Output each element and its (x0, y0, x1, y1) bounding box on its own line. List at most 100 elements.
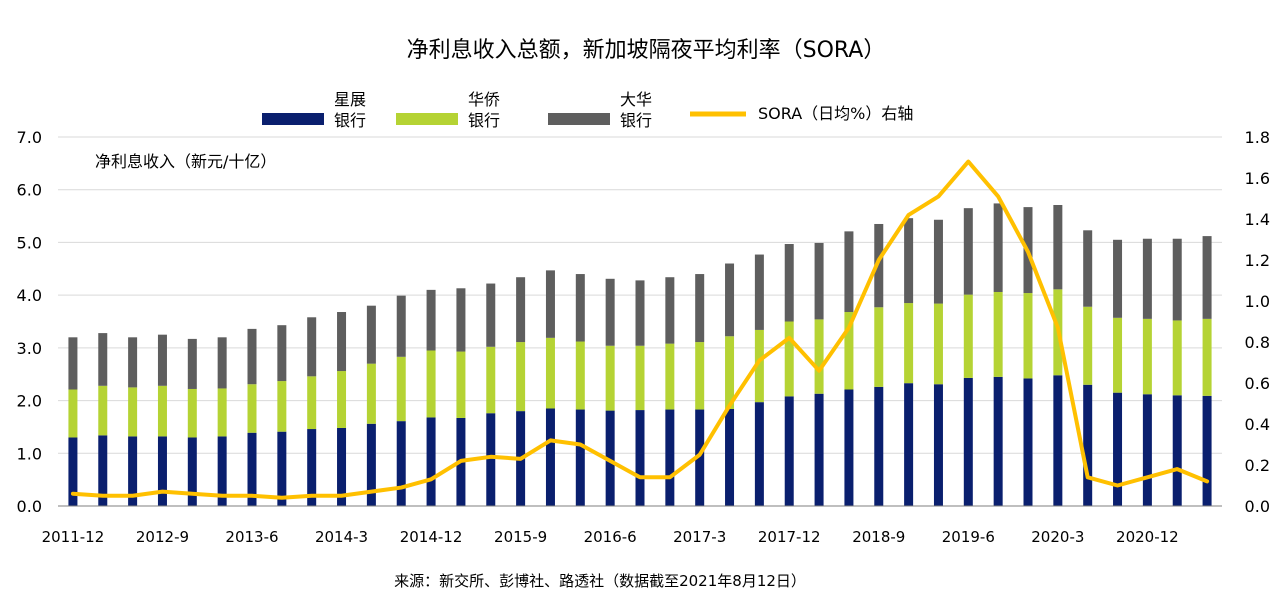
stacked-bars (68, 203, 1212, 506)
legend-label-line: 银行 (468, 111, 500, 130)
left-y-tick-label: 6.0 (17, 181, 42, 200)
legend-swatch (548, 113, 610, 125)
right-y-tick-label: 1.2 (1245, 251, 1270, 270)
right-y-tick-label: 1.4 (1245, 210, 1270, 229)
legend-label: 星展银行 (334, 90, 366, 130)
bar-segment-uob (486, 283, 496, 347)
bar-segment-dbs (1202, 395, 1212, 506)
bar-segment-ocbc (993, 291, 1003, 377)
x-axis: 2011-12 2012-9 2013-6 2014-3 2014-12 2015-9 20… (42, 505, 1222, 546)
bar-segment-uob (904, 218, 914, 304)
bar-segment-dbs (128, 436, 138, 506)
legend-label-line: 银行 (334, 111, 366, 130)
bar-segment-uob (307, 317, 317, 377)
legend-label: 大华银行 (620, 90, 652, 130)
bar-segment-ocbc (725, 336, 735, 410)
chart-title: 净利息收入总额，新加坡隔夜平均利率（SORA） (407, 38, 886, 63)
bar-segment-dbs (695, 409, 705, 506)
bar-segment-dbs (426, 417, 436, 506)
bar-segment-uob (128, 337, 138, 388)
left-y-axis-label: 净利息收入（新元/十亿） (95, 152, 276, 171)
bar-segment-ocbc (396, 356, 406, 422)
bar-segment-ocbc (754, 329, 764, 403)
bar-segment-uob (605, 278, 615, 346)
bar-segment-uob (277, 325, 287, 382)
bar-segment-ocbc (337, 371, 347, 428)
x-tick-label: 2012-9 (136, 528, 189, 546)
bar-segment-uob (456, 288, 466, 352)
source-note: 来源：新交所、彭博社、路透社（数据截至2021年8月12日） (394, 572, 806, 590)
bar-segment-uob (1053, 205, 1063, 290)
bar-segment-dbs (1023, 378, 1033, 506)
left-y-tick-label: 2.0 (17, 392, 42, 411)
bar-segment-ocbc (1142, 318, 1152, 395)
legend-label-line: 大华 (620, 90, 652, 109)
bar-segment-uob (874, 223, 884, 308)
bar-segment-dbs (486, 413, 496, 506)
bar-segment-uob (725, 263, 735, 337)
bar-segment-uob (247, 328, 257, 385)
bar-segment-dbs (575, 409, 585, 506)
bar-segment-ocbc (516, 342, 526, 412)
bar-segment-uob (187, 338, 197, 389)
bar-segment-uob (635, 280, 645, 346)
bar-segment-dbs (635, 410, 645, 506)
bar-segment-dbs (784, 396, 794, 506)
x-tick-label: 2014-12 (400, 528, 463, 546)
legend-swatch (396, 113, 458, 125)
bar-segment-uob (575, 274, 585, 342)
bar-segment-dbs (993, 376, 1003, 506)
legend-swatch (262, 113, 324, 125)
left-y-tick-label: 0.0 (17, 497, 42, 516)
right-y-tick-label: 1.6 (1245, 169, 1270, 188)
bar-segment-dbs (1113, 392, 1123, 506)
bar-segment-uob (814, 242, 824, 320)
x-tick-label: 2014-3 (315, 528, 368, 546)
bar-segment-ocbc (1083, 306, 1093, 385)
bar-segment-ocbc (128, 387, 138, 437)
bar-segment-ocbc (366, 363, 376, 424)
x-tick-label: 2018-9 (852, 528, 905, 546)
bar-segment-uob (98, 333, 108, 386)
bar-segment-dbs (68, 437, 78, 506)
bar-segment-dbs (307, 429, 317, 506)
bar-segment-uob (217, 337, 227, 389)
bar-segment-ocbc (814, 319, 824, 394)
left-y-tick-label: 3.0 (17, 339, 42, 358)
bar-segment-dbs (98, 435, 108, 506)
bar-segment-dbs (933, 384, 943, 506)
bar-segment-ocbc (963, 294, 973, 378)
bar-segment-uob (695, 274, 705, 343)
bar-segment-uob (784, 244, 794, 322)
bar-segment-dbs (337, 427, 347, 506)
bar-segment-ocbc (217, 388, 227, 437)
bar-segment-ocbc (456, 351, 466, 418)
bar-segment-dbs (605, 410, 615, 506)
bar-segment-ocbc (187, 388, 197, 438)
bar-segment-ocbc (635, 345, 645, 411)
right-y-tick-label: 0.8 (1245, 333, 1270, 352)
legend-label: SORA（日均%）右轴 (758, 104, 913, 123)
bar-segment-uob (963, 208, 973, 295)
bar-segment-dbs (665, 409, 675, 506)
bar-segment-ocbc (1172, 320, 1182, 396)
bar-segment-uob (366, 305, 376, 364)
bar-segment-dbs (217, 436, 227, 506)
bar-segment-ocbc (545, 337, 555, 409)
bar-segment-ocbc (605, 345, 615, 411)
bar-segment-uob (993, 203, 1003, 292)
left-y-axis: 0.0 1.0 2.0 3.0 4.0 5.0 6.0 7.0 (17, 128, 42, 516)
x-tick-label: 2020-3 (1031, 528, 1084, 546)
bar-segment-dbs (874, 386, 884, 506)
bar-segment-uob (426, 289, 436, 351)
right-y-tick-label: 0.4 (1245, 415, 1270, 434)
right-y-tick-label: 1.0 (1245, 292, 1270, 311)
x-tick-label: 2019-6 (942, 528, 995, 546)
right-y-tick-label: 1.8 (1245, 128, 1270, 147)
bar-segment-ocbc (277, 381, 287, 432)
bar-segment-dbs (157, 436, 167, 506)
x-tick-label: 2020-12 (1116, 528, 1179, 546)
legend-label-line: 银行 (620, 111, 652, 130)
x-tick-label: 2016-6 (584, 528, 637, 546)
